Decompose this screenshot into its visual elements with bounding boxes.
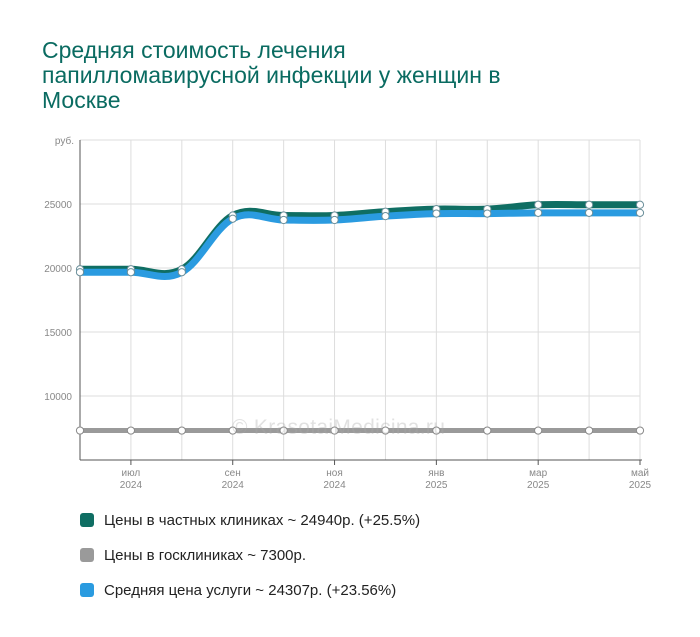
data-point-private bbox=[534, 200, 543, 209]
y-axis-unit-label: руб. bbox=[55, 135, 74, 147]
data-point-state bbox=[330, 426, 339, 435]
data-point-state bbox=[584, 426, 594, 435]
x-tick-label-year: 2025 bbox=[629, 480, 652, 491]
y-tick-label: 25000 bbox=[44, 200, 72, 211]
data-point-state bbox=[483, 426, 492, 435]
x-tick-label-year: 2024 bbox=[323, 480, 346, 491]
y-tick-label: 10000 bbox=[44, 392, 72, 403]
data-point-state bbox=[228, 426, 237, 435]
watermark: © KrasotaiMedicina.ru bbox=[232, 416, 446, 439]
legend-item-state[interactable]: Цены в госклиниках ~ 7300р. bbox=[80, 543, 420, 567]
x-tick-label-month: ноя bbox=[326, 468, 343, 479]
x-tick-label-year: 2025 bbox=[425, 480, 448, 491]
data-point-state bbox=[432, 426, 441, 435]
data-point-private bbox=[635, 200, 645, 209]
x-tick-label-month: мар bbox=[529, 468, 547, 479]
data-point-state bbox=[279, 426, 288, 435]
legend-swatch-state bbox=[80, 548, 94, 562]
series-line-average bbox=[76, 209, 644, 280]
data-point-average bbox=[330, 215, 339, 225]
data-point-average bbox=[432, 209, 441, 218]
data-point-average bbox=[126, 268, 136, 277]
data-point-state bbox=[126, 426, 136, 435]
legend-swatch-average bbox=[80, 583, 94, 597]
legend-item-average[interactable]: Средняя цена услуги ~ 24307р. (+23.56%) bbox=[80, 578, 420, 602]
data-point-average bbox=[177, 268, 186, 277]
data-point-state bbox=[75, 426, 85, 435]
y-tick-label: 20000 bbox=[44, 264, 72, 275]
data-point-private bbox=[584, 200, 594, 209]
data-point-average bbox=[584, 208, 594, 217]
data-point-average bbox=[483, 209, 492, 218]
legend-item-private[interactable]: Цены в частных клиниках ~ 24940р. (+25.5… bbox=[80, 508, 420, 532]
x-tick-label-month: янв bbox=[428, 468, 444, 479]
data-point-average bbox=[75, 268, 85, 277]
x-tick-label-year: 2024 bbox=[222, 480, 245, 491]
legend-label-average: Средняя цена услуги ~ 24307р. (+23.56%) bbox=[104, 581, 397, 599]
chart-title: Средняя стоимость лечения папилломавирус… bbox=[42, 37, 501, 113]
data-point-state bbox=[177, 426, 186, 435]
data-point-state bbox=[635, 426, 645, 435]
legend-label-state: Цены в госклиниках ~ 7300р. bbox=[104, 546, 307, 564]
data-point-average bbox=[534, 208, 543, 217]
legend-label-private: Цены в частных клиниках ~ 24940р. (+25.5… bbox=[104, 511, 421, 529]
y-tick-label: 15000 bbox=[44, 328, 72, 339]
data-point-state bbox=[534, 426, 543, 435]
x-tick-label-month: май bbox=[631, 468, 649, 479]
legend-swatch-private bbox=[80, 513, 94, 527]
chart-legend: Цены в частных клиниках ~ 24940р. (+25.5… bbox=[80, 508, 420, 613]
data-point-average bbox=[635, 208, 645, 217]
x-tick-label-month: июл bbox=[122, 468, 141, 479]
x-tick-label-year: 2024 bbox=[120, 480, 143, 491]
data-point-state bbox=[381, 426, 390, 435]
data-point-average bbox=[381, 212, 390, 221]
line-chart: 10000150002000025000руб.июл2024сен2024но… bbox=[44, 135, 652, 491]
data-point-average bbox=[228, 214, 237, 223]
data-point-average bbox=[279, 215, 288, 225]
x-tick-label-year: 2025 bbox=[527, 480, 550, 491]
x-tick-label-month: сен bbox=[225, 468, 241, 479]
